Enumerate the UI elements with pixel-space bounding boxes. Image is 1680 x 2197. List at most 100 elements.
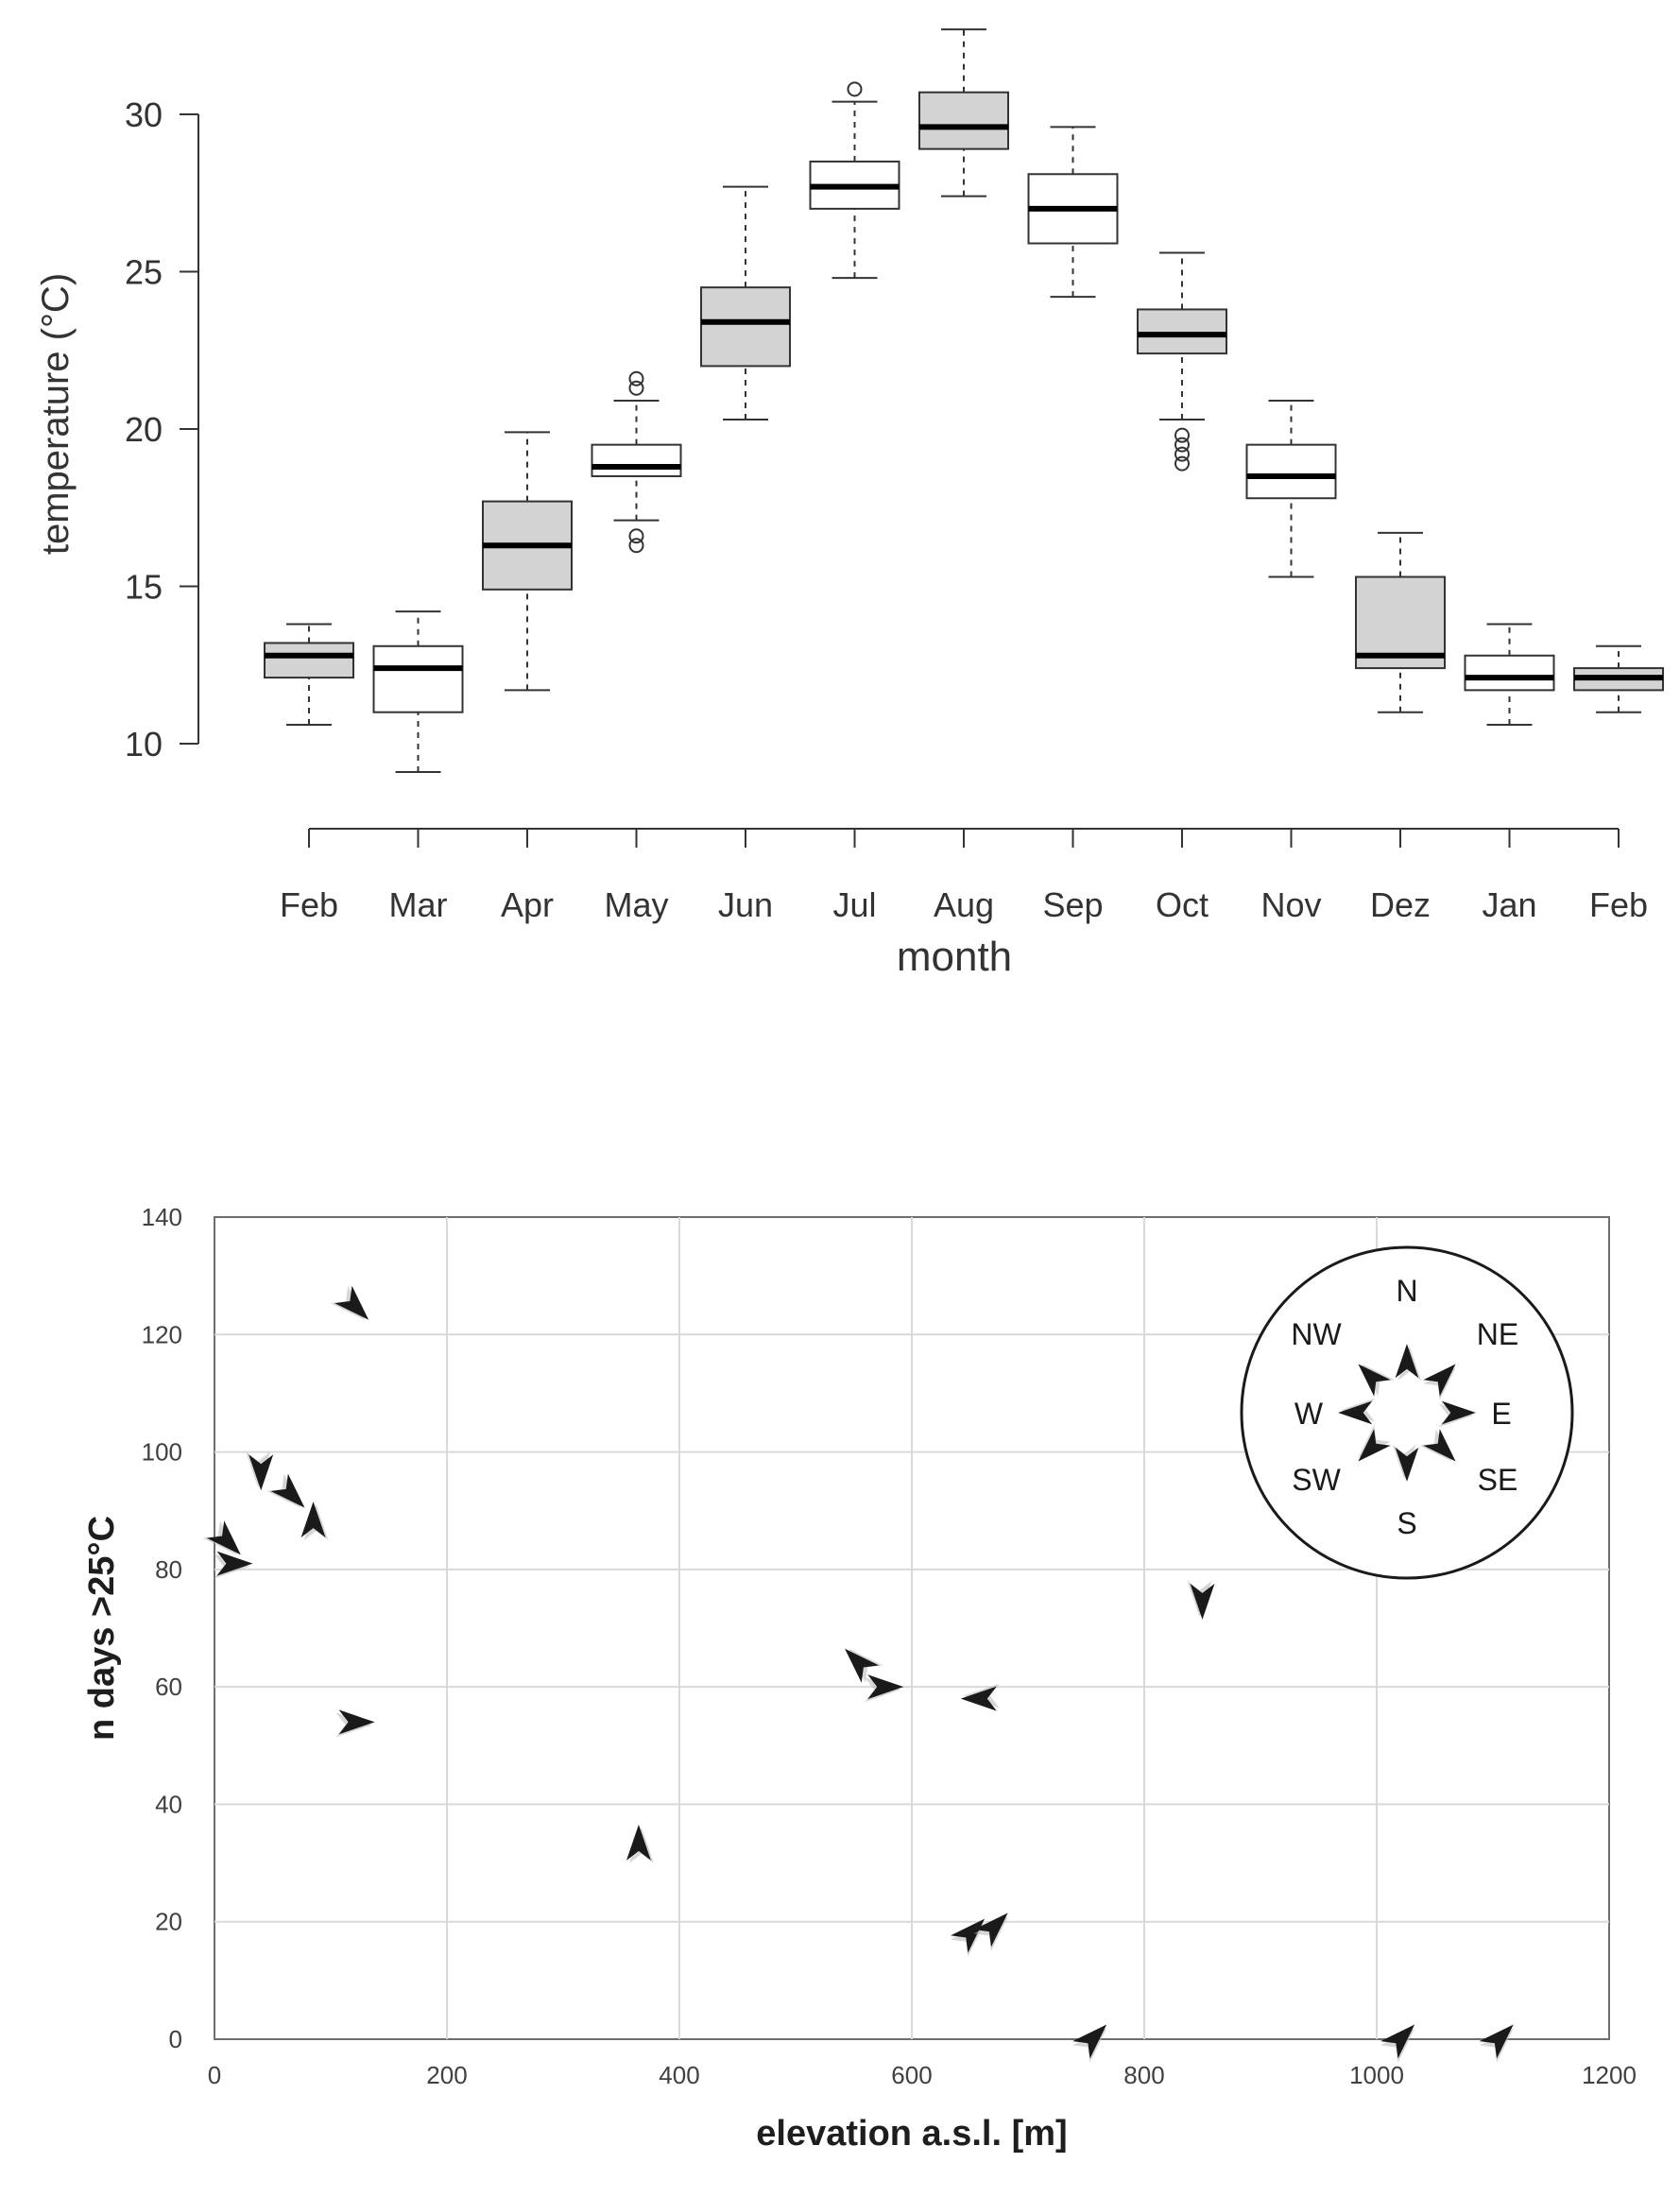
point-series [202, 1285, 1514, 2063]
x-tick-label: Sep [1042, 885, 1103, 924]
outlier-point [1174, 437, 1190, 453]
data-point-ne [1072, 2024, 1107, 2063]
data-point-e [214, 1551, 253, 1579]
y-tick-label: 30 [125, 95, 163, 134]
x-tick-label: Apr [501, 885, 554, 924]
y-tick-label: 60 [155, 1673, 182, 1701]
data-point-se [266, 1473, 305, 1508]
aspect-legend: N NE E SE S SW W NW [1240, 1245, 1574, 1580]
y-axis-title: n days >25°C [82, 1516, 122, 1741]
outlier-point [1174, 427, 1190, 443]
days-above-25-scatter-chart: 0 200 400 600 800 1000 1200020406080100120140 … [82, 1203, 1637, 2154]
data-point-e [335, 1709, 375, 1738]
data-point-e [865, 1674, 904, 1703]
arrow-shape [1380, 2024, 1415, 2059]
x-tick-label: Mar [389, 885, 448, 924]
arrow-shape [270, 1473, 305, 1508]
data-point-w [960, 1683, 1000, 1711]
x-tick-label: 400 [659, 2061, 699, 2089]
legend-label-w: W [1294, 1397, 1324, 1431]
y-tick-label: 80 [155, 1555, 182, 1584]
y-tick-label: 0 [169, 2025, 182, 2053]
arrow-shape [249, 1454, 274, 1491]
box-10 [1245, 400, 1337, 578]
box-7 [918, 28, 1009, 197]
arrow-shape [973, 1913, 1008, 1948]
x-axis: Feb Mar Apr May Jun Jul Aug Sep Oct Nov Dez Jan Feb [280, 828, 1648, 924]
legend-label-e: E [1491, 1397, 1511, 1431]
y-tick-label: 100 [142, 1438, 182, 1467]
x-tick-label: Nov [1260, 885, 1321, 924]
legend-label-s: S [1397, 1506, 1416, 1540]
arrow-shape [1395, 1447, 1419, 1482]
x-tick-label: Aug [934, 885, 994, 924]
x-tick-label: Jun [718, 885, 773, 924]
x-tick-label: Feb [280, 885, 338, 924]
x-tick-label: 1200 [1582, 2061, 1637, 2089]
box-body [1137, 308, 1227, 355]
x-tick-label: 0 [208, 2061, 221, 2089]
arrow-shape [1072, 2024, 1107, 2059]
y-axis: 10 15 20 25 30 [125, 95, 199, 764]
y-tick-label: 25 [125, 253, 163, 292]
legend-label-sw: SW [1292, 1463, 1341, 1497]
x-tick-label: May [604, 885, 668, 924]
legend-label-n: N [1396, 1274, 1417, 1308]
x-tick-label: Jan [1482, 885, 1536, 924]
temperature-boxplot-chart: 10 15 20 25 30 Feb Mar Apr May Jun Jul Aug Sep Oct No… [35, 28, 1664, 980]
arrow-shape [1358, 1429, 1391, 1462]
box-body [264, 642, 354, 679]
legend-arrow-se [1419, 1429, 1456, 1462]
arrow-shape [1190, 1583, 1215, 1620]
legend-arrow-e [1438, 1400, 1476, 1428]
y-tick-label: 140 [142, 1203, 182, 1231]
x-tick-label: 800 [1123, 2061, 1164, 2089]
box-series [264, 28, 1664, 773]
box-body [1464, 654, 1555, 692]
arrow-shape [334, 1285, 369, 1320]
x-axis-title: elevation a.s.l. [m] [756, 2114, 1067, 2154]
legend-arrow-s [1392, 1444, 1419, 1482]
box-11 [1355, 531, 1446, 713]
box-9 [1137, 251, 1227, 472]
legend-arrow-ne [1423, 1364, 1456, 1400]
y-tick-label: 40 [155, 1790, 182, 1818]
arrow-shape [1423, 1429, 1456, 1462]
box-body [1245, 443, 1337, 500]
arrow-shape [1441, 1400, 1476, 1425]
box-6 [809, 81, 900, 280]
y-tick-label: 20 [155, 1908, 182, 1936]
data-point-n [626, 1824, 654, 1863]
legend-arrow-sw [1358, 1425, 1391, 1462]
data-point-s [1187, 1580, 1215, 1620]
legend-arrow-n [1395, 1344, 1422, 1382]
outlier-point [628, 370, 644, 386]
outlier-point [628, 538, 644, 554]
arrow-shape [1479, 2024, 1514, 2059]
arrow-shape [1358, 1364, 1391, 1397]
arrow-shape [216, 1551, 253, 1576]
legend-arrow-w [1338, 1398, 1376, 1425]
data-point-s [246, 1451, 274, 1491]
outlier-point [628, 380, 644, 396]
x-tick-label: 600 [891, 2061, 932, 2089]
outlier-point [1174, 455, 1190, 472]
arrow-shape [960, 1686, 997, 1711]
axes: 0 200 400 600 800 1000 1200 0 20 40 60 80 100 120 140 [142, 1203, 1637, 2089]
y-tick-label: 15 [125, 568, 163, 607]
outlier-point [1174, 446, 1190, 462]
legend-label-se: SE [1478, 1463, 1518, 1497]
arrow-shape [1338, 1400, 1373, 1425]
box-body [700, 286, 791, 368]
y-tick-label: 10 [125, 725, 163, 764]
x-tick-label: Oct [1156, 885, 1209, 924]
box-8 [1027, 126, 1119, 299]
legend-circle [1240, 1245, 1574, 1580]
arrow-shape [300, 1502, 326, 1538]
arrow-shape [867, 1674, 904, 1700]
data-point-ne [1380, 2024, 1415, 2063]
box-1 [264, 623, 354, 727]
data-point-n [300, 1502, 329, 1541]
x-tick-label: 200 [426, 2061, 467, 2089]
data-point-se [202, 1520, 241, 1555]
